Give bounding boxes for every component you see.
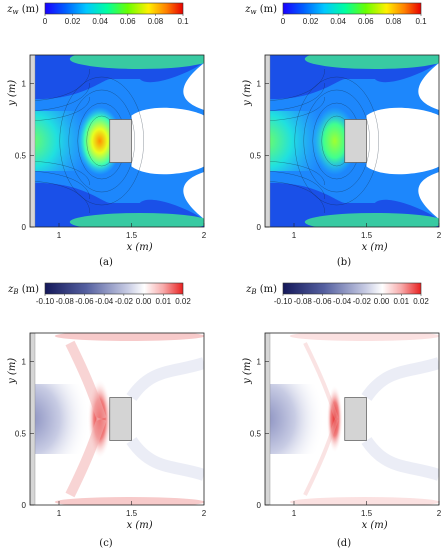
plot-frame	[264, 54, 440, 228]
colorbar-tick-label: 0	[281, 17, 286, 26]
y-tick-label: 1	[257, 358, 262, 367]
colorbar-tick-label: 0.08	[148, 17, 164, 26]
colorbar	[282, 2, 422, 15]
colorbar-label: zw (m)	[244, 4, 277, 16]
colorbar-tick-label: 0	[43, 17, 48, 26]
plot-frame	[29, 332, 205, 506]
colorbar-tick-label: -0.08	[56, 297, 75, 306]
y-axis-label: y (m)	[242, 80, 253, 107]
y-axis-label: y (m)	[7, 80, 18, 107]
x-tick-label: 1	[57, 231, 62, 240]
x-tick-label: 2	[202, 231, 207, 240]
colorbar-tick-label: 0.01	[155, 297, 171, 306]
wall-strip	[30, 333, 36, 505]
colorbar-tick-label: -0.04	[95, 297, 114, 306]
panel-caption: (a)	[99, 257, 113, 268]
colorbar-tick-label: -0.08	[294, 297, 313, 306]
y-tick-label: 1	[257, 80, 262, 89]
colorbar-tick-label: 0.02	[413, 297, 429, 306]
x-tick-label: 1.5	[361, 509, 373, 518]
x-tick-label: 2	[202, 509, 207, 518]
x-axis-label: x (m)	[362, 520, 388, 531]
colorbar-tick-label: -0.02	[353, 297, 372, 306]
x-tick-label: 1	[57, 509, 62, 518]
colorbar	[282, 282, 422, 295]
plot-frame	[264, 332, 440, 506]
colorbar-tick-label: 0.04	[330, 17, 346, 26]
panel-a: zw (m) 0 0.02 0.04 0.06 0.08 0.1 1 1.5 2 0 0.5 1 x (m…	[6, 2, 207, 268]
y-tick-label: 1	[22, 358, 27, 367]
panel-caption: (b)	[337, 257, 351, 268]
colorbar-tick-label: 0.01	[393, 297, 409, 306]
wall-strip	[265, 333, 271, 505]
y-tick-label: 0	[22, 501, 27, 510]
colorbar-label: zB (m)	[7, 284, 39, 296]
obstacle	[344, 397, 367, 441]
x-axis-label: x (m)	[127, 242, 153, 253]
colorbar	[44, 2, 184, 15]
colorbar-tick-label: -0.06	[313, 297, 332, 306]
x-tick-label: 1.5	[361, 231, 373, 240]
obstacle	[109, 397, 132, 441]
colorbar-tick-label: 0.00	[374, 297, 390, 306]
colorbar-tick-label: 0.04	[92, 17, 108, 26]
colorbar-tick-label: 0.1	[415, 17, 427, 26]
panel-b: zw (m) 0 0.02 0.04 0.06 0.08 0.1 1 1.5 2 0 0.5 1 x (m…	[242, 2, 442, 268]
plot-frame	[29, 54, 205, 228]
colorbar-tick-label: 0.02	[65, 17, 81, 26]
obstacle	[109, 119, 132, 163]
obstacle	[344, 119, 367, 163]
colorbar-tick-label: 0.06	[358, 17, 374, 26]
colorbar	[44, 282, 184, 295]
y-axis-label: y (m)	[7, 358, 18, 385]
y-tick-label: 0	[22, 223, 27, 232]
colorbar-tick-label: 0.08	[386, 17, 402, 26]
panel-d: zB (m)-0.10 -0.08 -0.06 -0.04 -0.02 0.00 0.01 0…	[242, 282, 442, 549]
colorbar-tick-label: -0.06	[75, 297, 94, 306]
colorbar-tick-label: 0.02	[303, 17, 319, 26]
panel-c: zB (m)-0.10 -0.08 -0.06 -0.04 -0.02 0.00 0.01 0…	[7, 282, 207, 549]
colorbar-tick-label: 0.00	[136, 297, 152, 306]
field-d	[265, 333, 439, 505]
x-axis-label: x (m)	[362, 242, 388, 253]
y-tick-label: 0.5	[15, 151, 27, 160]
wall-strip	[265, 55, 271, 227]
y-tick-label: 0	[257, 223, 262, 232]
x-tick-label: 2	[437, 231, 442, 240]
x-tick-label: 1	[292, 509, 297, 518]
colorbar-tick-label: 0.1	[177, 17, 189, 26]
y-axis-label: y (m)	[242, 358, 253, 385]
panel-caption: (c)	[99, 538, 113, 549]
colorbar-tick-label: 0.06	[120, 17, 136, 26]
x-tick-label: 1.5	[126, 231, 138, 240]
colorbar-label: zw (m)	[6, 4, 39, 16]
colorbar-tick-label: -0.10	[274, 297, 293, 306]
wall-strip	[30, 55, 36, 227]
x-tick-label: 1.5	[126, 509, 138, 518]
y-tick-label: 1	[22, 80, 27, 89]
x-axis-label: x (m)	[127, 520, 153, 531]
x-tick-label: 2	[437, 509, 442, 518]
y-tick-label: 0.5	[250, 151, 262, 160]
field-c	[30, 333, 204, 505]
panel-caption: (d)	[337, 538, 351, 549]
colorbar-tick-label: 0.02	[175, 297, 191, 306]
colorbar-tick-label: -0.04	[333, 297, 352, 306]
colorbar-tick-label: -0.10	[36, 297, 55, 306]
y-tick-label: 0.5	[15, 429, 27, 438]
colorbar-tick-label: -0.02	[115, 297, 134, 306]
x-tick-label: 1	[292, 231, 297, 240]
y-tick-label: 0	[257, 501, 262, 510]
y-tick-label: 0.5	[250, 429, 262, 438]
colorbar-label: zB (m)	[245, 284, 277, 296]
